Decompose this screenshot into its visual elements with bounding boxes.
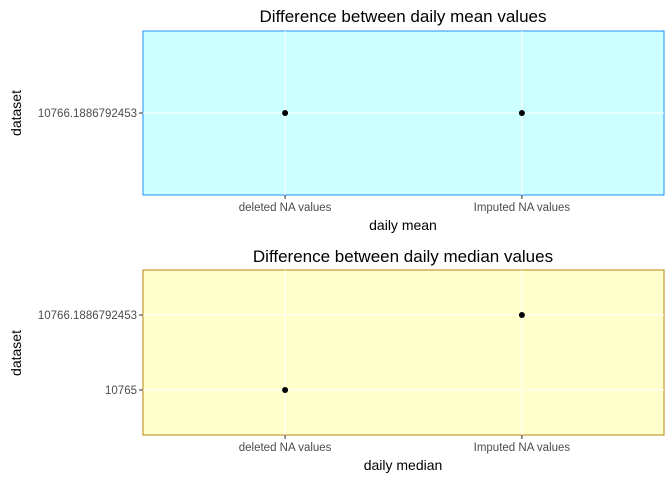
mean-chart: Difference between daily mean values 107… xyxy=(8,7,665,233)
mean-chart-y-ticks: 10766.1886792453 xyxy=(38,108,143,120)
median-chart-x-ticks: deleted NA values Imputed NA values xyxy=(239,435,571,454)
median-chart-points xyxy=(282,312,525,393)
median-chart-x-tick-label: Imputed NA values xyxy=(474,442,571,454)
median-chart-y-tick-label: 10765 xyxy=(105,385,137,397)
mean-chart-x-axis-title: daily mean xyxy=(369,217,437,233)
mean-chart-x-tick-label: deleted NA values xyxy=(239,202,332,214)
mean-chart-y-tick-label: 10766.1886792453 xyxy=(38,108,137,120)
median-chart-x-axis-title: daily median xyxy=(364,457,443,473)
median-chart-y-tick-label: 10766.1886792453 xyxy=(38,310,137,322)
median-chart-x-tick-label: deleted NA values xyxy=(239,442,332,454)
mean-chart-data-point xyxy=(518,110,525,116)
mean-chart-data-point xyxy=(282,110,289,116)
median-chart-y-axis-title: dataset xyxy=(8,330,24,376)
median-chart-grid xyxy=(143,270,664,435)
median-chart-y-ticks: 10765 10766.1886792453 xyxy=(38,310,143,397)
median-chart-data-point xyxy=(282,387,289,393)
median-chart: Difference between daily median values 1… xyxy=(8,247,665,473)
median-chart-title: Difference between daily median values xyxy=(253,247,553,266)
mean-chart-y-axis-title: dataset xyxy=(8,90,24,136)
mean-chart-x-tick-label: Imputed NA values xyxy=(474,202,571,214)
mean-chart-points xyxy=(282,110,525,116)
median-chart-panel xyxy=(142,269,665,436)
mean-chart-title: Difference between daily mean values xyxy=(260,7,547,26)
mean-chart-x-ticks: deleted NA values Imputed NA values xyxy=(239,195,571,214)
median-chart-data-point xyxy=(518,312,525,318)
